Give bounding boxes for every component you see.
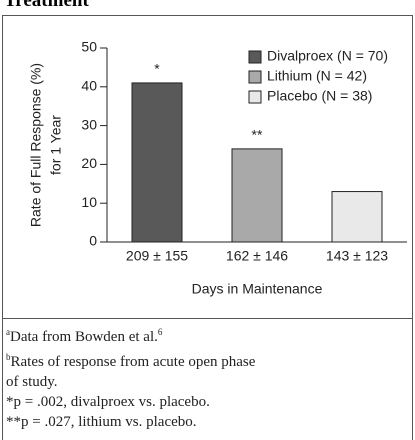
y-axis-title: Rate of Full Response (%) <box>28 63 44 227</box>
x-tick-label: 162 ± 146 <box>226 248 288 264</box>
footnotes: aData from Bowden et al.6 bRates of respo… <box>6 322 261 432</box>
footnote: bRates of response from acute open phase… <box>6 347 261 392</box>
x-tick-label: 143 ± 123 <box>326 248 388 264</box>
legend-swatch <box>248 50 262 64</box>
y-tick-label: 40 <box>81 78 97 94</box>
footnote-text: Data from Bowden et al. <box>10 329 158 345</box>
legend-swatch <box>248 90 262 104</box>
footnote-mark: a <box>6 327 10 337</box>
y-tick-label: 10 <box>81 194 97 210</box>
bar-annotation: * <box>154 61 160 77</box>
legend-label: Divalproex (N = 70) <box>267 48 388 64</box>
heading: Treatment <box>4 0 89 11</box>
footnote-mark: b <box>6 352 11 362</box>
y-tick-label: 30 <box>81 116 97 132</box>
y-axis-title: for 1 Year <box>48 115 64 175</box>
footnote: **p = .027, lithium vs. placebo. <box>6 412 261 432</box>
x-tick-label: 209 ± 155 <box>126 248 188 264</box>
y-tick-label: 50 <box>81 39 97 55</box>
footnote: aData from Bowden et al.6 <box>6 322 261 347</box>
footnote: *p = .002, divalproex vs. placebo. <box>6 392 261 412</box>
legend-swatch <box>248 70 262 84</box>
footnote-text: *p = .002, divalproex vs. placebo. <box>6 394 210 410</box>
x-axis-title: Days in Maintenance <box>192 281 323 297</box>
y-tick-label: 20 <box>81 155 97 171</box>
legend-label: Placebo (N = 38) <box>267 88 372 104</box>
y-tick-label: 0 <box>89 233 97 249</box>
footnote-ref: 6 <box>157 327 163 337</box>
footnote-text: **p = .027, lithium vs. placebo. <box>6 414 197 430</box>
legend-label: Lithium (N = 42) <box>267 68 367 84</box>
frame <box>2 15 413 440</box>
bar <box>131 82 183 243</box>
bar <box>331 191 383 243</box>
bar-annotation: ** <box>252 127 263 143</box>
bar <box>231 148 283 243</box>
footnote-text: Rates of response from acute open phase … <box>6 354 256 390</box>
